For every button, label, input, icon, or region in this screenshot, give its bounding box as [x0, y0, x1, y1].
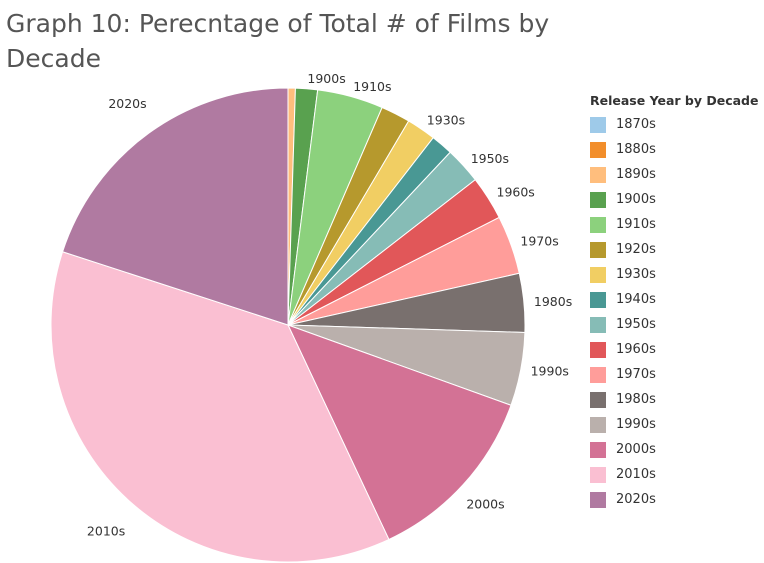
legend-swatch	[590, 441, 606, 458]
legend-item-1980s[interactable]: 1980s	[590, 387, 760, 412]
legend-swatch	[590, 216, 606, 233]
legend-label: 2010s	[616, 467, 656, 482]
legend-swatch	[590, 266, 606, 283]
chart-title: Graph 10: Perecntage of Total # of Films…	[6, 9, 550, 73]
pie-slice-2020s[interactable]	[61, 87, 289, 326]
legend-swatch	[590, 391, 606, 408]
legend-swatch	[590, 416, 606, 433]
pie-slice-2000s[interactable]	[287, 324, 512, 541]
legend-swatch	[590, 366, 606, 383]
slice-label-1960s: 1960s	[497, 185, 535, 200]
legend-label: 1930s	[616, 267, 656, 282]
legend-swatch	[590, 466, 606, 483]
legend-item-1870s[interactable]: 1870s	[590, 112, 760, 137]
legend: Release Year by Decade 1870s 1880s 1890s 19…	[590, 92, 760, 512]
legend-item-1920s[interactable]: 1920s	[590, 237, 760, 262]
legend-label: 1920s	[616, 242, 656, 257]
legend-item-1910s[interactable]: 1910s	[590, 212, 760, 237]
legend-swatch	[590, 191, 606, 208]
legend-item-1950s[interactable]: 1950s	[590, 312, 760, 337]
legend-swatch	[590, 116, 606, 133]
legend-item-1990s[interactable]: 1990s	[590, 412, 760, 437]
legend-item-1940s[interactable]: 1940s	[590, 287, 760, 312]
legend-label: 1990s	[616, 417, 656, 432]
slice-label-1930s: 1930s	[427, 113, 465, 128]
legend-label: 2000s	[616, 442, 656, 457]
legend-item-1880s[interactable]: 1880s	[590, 137, 760, 162]
legend-label: 2020s	[616, 492, 656, 507]
legend-title: Release Year by Decade	[590, 93, 759, 108]
legend-item-2000s[interactable]: 2000s	[590, 437, 760, 462]
legend-item-1930s[interactable]: 1930s	[590, 262, 760, 287]
legend-swatch	[590, 241, 606, 258]
legend-item-1900s[interactable]: 1900s	[590, 187, 760, 212]
legend-label: 1900s	[616, 192, 656, 207]
legend-item-1890s[interactable]: 1890s	[590, 162, 760, 187]
legend-label: 1980s	[616, 392, 656, 407]
legend-label: 1960s	[616, 342, 656, 357]
legend-label: 1950s	[616, 317, 656, 332]
legend-label: 1910s	[616, 217, 656, 232]
legend-swatch	[590, 341, 606, 358]
slice-label-2000s: 2000s	[466, 497, 504, 512]
pie-slice-2010s[interactable]	[50, 251, 390, 563]
legend-label: 1880s	[616, 142, 656, 157]
pie-slices	[50, 87, 526, 563]
slice-label-2010s: 2010s	[87, 523, 125, 538]
legend-item-1970s[interactable]: 1970s	[590, 362, 760, 387]
legend-label: 1890s	[616, 167, 656, 182]
legend-swatch	[590, 316, 606, 333]
slice-label-1970s: 1970s	[520, 233, 558, 248]
legend-label: 1870s	[616, 117, 656, 132]
legend-swatch	[590, 166, 606, 183]
slice-label-1990s: 1990s	[531, 363, 569, 378]
legend-swatch	[590, 291, 606, 308]
slice-label-1900s: 1900s	[307, 71, 345, 86]
legend-list: 1870s 1880s 1890s 1900s 1910s 1920s 1930s 1940s…	[590, 112, 760, 512]
slice-labels: 1900s 1910s 1930s 1950s 1960s 1970s 1980s 1990s…	[87, 71, 572, 538]
legend-swatch	[590, 141, 606, 158]
legend-swatch	[590, 491, 606, 508]
legend-label: 1940s	[616, 292, 656, 307]
slice-label-2020s: 2020s	[108, 96, 146, 111]
legend-item-2010s[interactable]: 2010s	[590, 462, 760, 487]
slice-label-1980s: 1980s	[534, 294, 572, 309]
legend-label: 1970s	[616, 367, 656, 382]
slice-label-1910s: 1910s	[353, 79, 391, 94]
legend-item-2020s[interactable]: 2020s	[590, 487, 760, 512]
slice-label-1950s: 1950s	[471, 151, 509, 166]
legend-item-1960s[interactable]: 1960s	[590, 337, 760, 362]
